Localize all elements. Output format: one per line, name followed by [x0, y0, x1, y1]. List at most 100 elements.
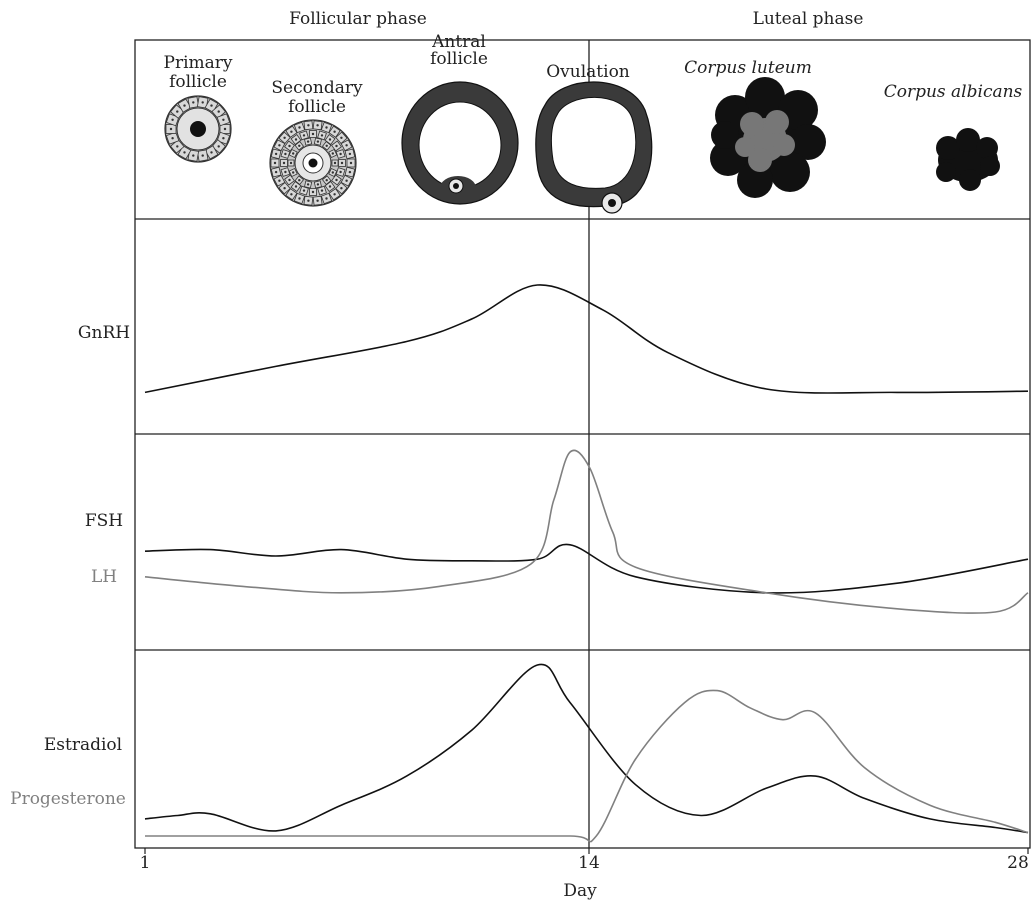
granulosa-cell-nucleus: [311, 190, 315, 194]
granulosa-cell-nucleus: [278, 144, 281, 147]
granulosa-cell-nucleus: [288, 144, 291, 148]
granulosa-cell-nucleus: [348, 170, 352, 174]
primary-follicle-label: Primary: [164, 53, 233, 73]
estradiol-label: Estradiol: [44, 735, 122, 755]
granulosa-cell-nucleus: [348, 152, 352, 156]
antral-follicle-label: Antral: [431, 32, 486, 52]
granulosa-cell-nucleus: [333, 161, 337, 165]
gnrh-label: GnRH: [78, 323, 130, 343]
granulosa-cell-nucleus: [274, 170, 278, 174]
lh-label: LH: [91, 567, 117, 587]
granulosa-cell-nucleus: [340, 161, 344, 165]
granulosa-cell-nucleus: [316, 199, 319, 202]
granulosa-cell-nucleus: [335, 178, 338, 182]
granulosa-cell-nucleus: [274, 152, 278, 156]
granulosa-cell-nucleus: [345, 179, 348, 182]
granulosa-cell-nucleus: [288, 178, 291, 182]
antral-follicle-illustration: [401, 81, 519, 205]
granulosa-cell-nucleus: [282, 161, 286, 165]
ovulation-follicle-illustration: [535, 81, 653, 214]
granulosa-cell-nucleus: [316, 140, 320, 143]
granulosa-cell-nucleus: [331, 152, 334, 155]
x-axis-tick-label-28: 28: [1007, 853, 1029, 873]
secondary-follicle-label: Secondary: [271, 78, 363, 98]
granulosa-cell-nucleus: [201, 154, 204, 157]
granulosa-cell-nucleus: [331, 171, 334, 174]
granulosa-cell-nucleus: [325, 144, 328, 147]
secondary-follicle-illustration: [269, 119, 357, 207]
granulosa-cell-nucleus: [222, 137, 225, 140]
granulosa-cell-nucleus: [292, 171, 295, 174]
granulosa-cell-nucleus: [345, 144, 348, 147]
granulosa-cell-nucleus: [284, 170, 287, 174]
gnrh-curve: [144, 284, 1029, 394]
granulosa-cell-nucleus: [294, 138, 298, 141]
granulosa-cell-nucleus: [222, 118, 225, 122]
primary-follicle-illustration: [164, 95, 232, 163]
corpus-luteum-label: Corpus luteum: [684, 58, 812, 78]
granulosa-cell-nucleus: [325, 197, 328, 200]
granulosa-cell-nucleus: [223, 127, 227, 131]
granulosa-cell-nucleus: [298, 179, 301, 182]
x-axis-ticks: [144, 848, 1029, 854]
granulosa-cell-nucleus: [333, 193, 336, 196]
granulosa-cell-nucleus: [340, 187, 343, 190]
x-axis-title: Day: [563, 881, 597, 901]
granulosa-cell-nucleus: [210, 104, 213, 107]
granulosa-cell-nucleus: [298, 126, 301, 129]
granulosa-cell-nucleus: [328, 138, 332, 141]
granulosa-cell-nucleus: [307, 124, 310, 127]
x-axis-tick-label-14: 14: [578, 853, 600, 873]
granulosa-cell-nucleus: [217, 145, 220, 148]
corpus-albicans-illustration: [936, 128, 1000, 191]
hormone-curves: [144, 284, 1029, 843]
estradiol-curve: [144, 663, 1029, 834]
granulosa-cell-nucleus: [283, 187, 286, 190]
granulosa-cell-nucleus: [192, 101, 195, 104]
fsh-curve: [144, 543, 1029, 594]
lh-curve: [144, 449, 1029, 614]
granulosa-cell-nucleus: [217, 110, 220, 113]
granulosa-cell-nucleus: [294, 185, 298, 188]
granulosa-cell-nucleus: [292, 152, 295, 155]
granulosa-cell-nucleus: [302, 134, 306, 137]
granulosa-cell-nucleus: [210, 151, 213, 154]
granulosa-cell-nucleus: [273, 161, 277, 165]
granulosa-cell-nucleus: [290, 130, 293, 133]
granulosa-cell-nucleus: [316, 124, 319, 127]
granulosa-cell-nucleus: [340, 136, 343, 139]
granulosa-cell-nucleus: [201, 101, 204, 104]
granulosa-cell-nucleus: [298, 144, 301, 147]
granulosa-cell-nucleus: [284, 152, 287, 156]
granulosa-cell-nucleus: [311, 132, 315, 136]
granulosa-cell-nucleus: [339, 152, 342, 156]
secondary-follicle-label-line2: follicle: [288, 97, 346, 117]
follicular-phase-label: Follicular phase: [289, 9, 427, 29]
granulosa-cell-nucleus: [169, 127, 173, 131]
fsh-label: FSH: [85, 511, 123, 531]
granulosa-cell-nucleus: [176, 110, 179, 113]
granulosa-cell-nucleus: [339, 170, 342, 174]
granulosa-cell-nucleus: [307, 199, 310, 202]
progesterone-curve: [145, 689, 1029, 843]
granulosa-cell-nucleus: [302, 189, 306, 192]
x-axis-tick-label-1: 1: [140, 853, 151, 873]
granulosa-cell-nucleus: [290, 193, 293, 196]
diagram-frame: [134, 39, 1031, 849]
granulosa-cell-nucleus: [335, 144, 338, 148]
granulosa-cell-nucleus: [283, 136, 286, 139]
primary-follicle-label-line2: follicle: [169, 72, 227, 92]
progesterone-label: Progesterone: [10, 789, 126, 809]
granulosa-cell-nucleus: [192, 154, 195, 157]
granulosa-cell-nucleus: [278, 179, 281, 182]
granulosa-cell-nucleus: [349, 161, 353, 165]
granulosa-cell-nucleus: [171, 137, 174, 140]
granulosa-cell-nucleus: [298, 197, 301, 200]
granulosa-cell-nucleus: [320, 134, 324, 137]
granulosa-cell-nucleus: [306, 183, 310, 186]
granulosa-cell-nucleus: [316, 183, 320, 186]
granulosa-cell-nucleus: [328, 185, 332, 188]
antral-follicle-label-line2: follicle: [430, 49, 488, 69]
granulosa-cell-nucleus: [289, 161, 293, 165]
